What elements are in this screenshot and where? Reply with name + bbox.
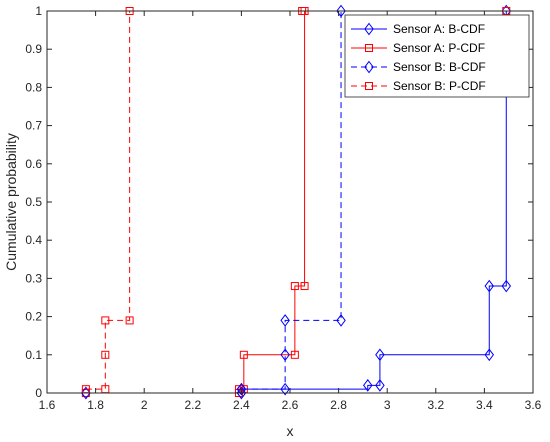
series-marker <box>290 282 299 291</box>
x-tick-label: 1.8 <box>87 398 104 412</box>
y-tick-label: 0.9 <box>25 42 42 56</box>
legend-marker <box>365 44 373 52</box>
x-tick-label: 2.2 <box>184 398 201 412</box>
y-tick-label: 0.2 <box>25 310 42 324</box>
x-tick-label: 2.6 <box>282 398 299 412</box>
x-tick-label: 3.2 <box>427 398 444 412</box>
series-marker <box>125 316 134 325</box>
legend-marker <box>364 22 374 36</box>
x-tick-label: 1.6 <box>39 398 56 412</box>
y-axis-label: Cumulative probability <box>3 133 19 271</box>
x-tick-label: 2 <box>141 398 148 412</box>
x-tick-label: 3.4 <box>476 398 493 412</box>
y-tick-label: 0.8 <box>25 80 42 94</box>
y-tick-label: 0.4 <box>25 233 42 247</box>
y-tick-label: 0.5 <box>25 195 42 209</box>
series-marker <box>239 350 248 359</box>
series-marker <box>484 348 495 362</box>
series-marker <box>290 350 299 359</box>
series-marker <box>81 386 91 400</box>
series-marker <box>336 4 346 18</box>
x-tick-label: 2.8 <box>330 398 347 412</box>
series-marker <box>101 350 110 359</box>
ticks-layer: 1.6 1.8 2 2.2 2.4 2.6 2.8 3 3.2 3.4 3.6 0 0.1 0.2 0.3 0… <box>25 4 541 412</box>
series-marker <box>484 279 495 293</box>
legend-label: Sensor A: P-CDF <box>393 41 485 55</box>
series-marker <box>280 382 290 396</box>
legend: Sensor A: B-CDF Sensor A: P-CDF Sensor B: … <box>344 14 530 98</box>
series-marker <box>236 382 247 396</box>
series-marker <box>280 314 290 327</box>
legend-entry: Sensor A: P-CDF <box>351 41 485 55</box>
legend-label: Sensor B: P-CDF <box>393 79 486 93</box>
legend-entry: Sensor B: B-CDF <box>351 60 486 74</box>
legend-entry: Sensor A: B-CDF <box>351 22 485 36</box>
y-tick-label: 1 <box>35 4 42 18</box>
series-marker <box>375 348 385 362</box>
series-marker <box>363 379 373 392</box>
y-tick-label: 0.7 <box>25 119 42 133</box>
legend-label: Sensor A: B-CDF <box>393 22 485 36</box>
series-marker <box>501 279 512 293</box>
legend-marker <box>365 82 373 90</box>
series-marker <box>280 348 290 362</box>
legend-marker <box>364 60 374 74</box>
x-tick-label: 3 <box>384 398 391 412</box>
x-axis-label: x <box>287 423 294 439</box>
series-marker <box>336 314 346 327</box>
series-marker <box>300 282 309 291</box>
legend-entry: Sensor B: P-CDF <box>351 79 486 93</box>
x-tick-label: 2.4 <box>233 398 250 412</box>
legend-label: Sensor B: B-CDF <box>393 60 486 74</box>
y-tick-label: 0.1 <box>25 348 42 362</box>
series-marker <box>375 379 385 392</box>
y-tick-label: 0.6 <box>25 157 42 171</box>
y-tick-label: 0.3 <box>25 271 42 285</box>
series-marker <box>101 316 110 325</box>
x-tick-label: 3.6 <box>525 398 542 412</box>
y-tick-label: 0 <box>35 386 42 400</box>
